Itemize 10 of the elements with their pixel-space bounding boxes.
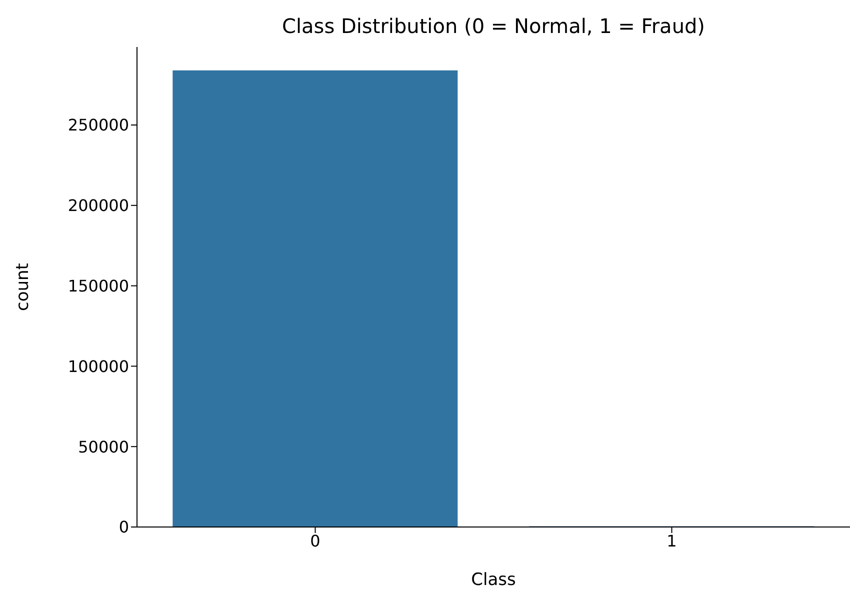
y-tick-label: 250000: [68, 116, 129, 135]
y-tick-label: 50000: [78, 437, 129, 456]
y-tick-label: 100000: [68, 356, 129, 376]
y-tick-label: 0: [118, 518, 129, 537]
y-tick-label: 200000: [68, 196, 129, 216]
y-tick-label: 150000: [68, 276, 129, 296]
x-axis-title: Class: [471, 570, 516, 590]
y-axis-title: count: [13, 262, 34, 311]
x-tick-label: 1: [666, 531, 677, 550]
chart-title: Class Distribution (0 = Normal, 1 = Fraud): [281, 14, 706, 38]
